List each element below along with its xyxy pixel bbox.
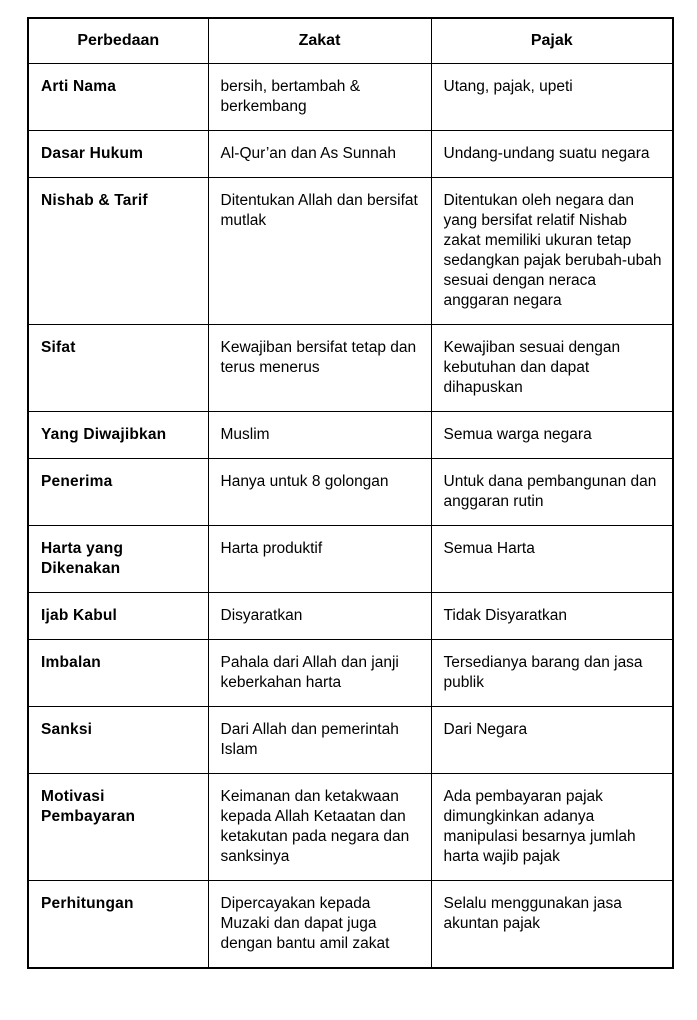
zakat-cell: Ditentukan Allah dan bersifat mutlak [207, 177, 432, 325]
table-row: Sifat Kewajiban bersifat tetap dan terus… [27, 324, 674, 412]
table-row: Dasar Hukum Al-Qur’an dan As Sunnah Unda… [27, 130, 674, 178]
row-label: Sanksi [27, 706, 209, 774]
row-label: Imbalan [27, 639, 209, 707]
pajak-cell: Untuk dana pembangunan dan anggaran ruti… [430, 458, 674, 526]
zakat-cell: Dari Allah dan pemerintah Islam [207, 706, 432, 774]
table-row: Imbalan Pahala dari Allah dan janji kebe… [27, 639, 674, 707]
table-row: Ijab Kabul Disyaratkan Tidak Disyaratkan [27, 592, 674, 640]
column-header-zakat: Zakat [207, 17, 432, 64]
table-row: Sanksi Dari Allah dan pemerintah Islam D… [27, 706, 674, 774]
zakat-cell: Harta produktif [207, 525, 432, 593]
zakat-cell: Pahala dari Allah dan janji keberkahan h… [207, 639, 432, 707]
pajak-cell: Tidak Disyaratkan [430, 592, 674, 640]
row-label: Sifat [27, 324, 209, 412]
row-label: Nishab & Tarif [27, 177, 209, 325]
pajak-cell: Kewajiban sesuai dengan kebutuhan dan da… [430, 324, 674, 412]
row-label: Yang Diwajibkan [27, 411, 209, 459]
table-row: Motivasi Pembayaran Keimanan dan ketakwa… [27, 773, 674, 881]
zakat-cell: Disyaratkan [207, 592, 432, 640]
table-row: Perhitungan Dipercayakan kepada Muzaki d… [27, 880, 674, 969]
table-row: Penerima Hanya untuk 8 golongan Untuk da… [27, 458, 674, 526]
zakat-cell: Dipercayakan kepada Muzaki dan dapat jug… [207, 880, 432, 969]
row-label: Harta yang Dikenakan [27, 525, 209, 593]
column-header-perbedaan: Perbedaan [27, 17, 209, 64]
row-label: Arti Nama [27, 63, 209, 131]
pajak-cell: Dari Negara [430, 706, 674, 774]
pajak-cell: Undang-undang suatu negara [430, 130, 674, 178]
zakat-cell: Al-Qur’an dan As Sunnah [207, 130, 432, 178]
header-row: Perbedaan Zakat Pajak [27, 17, 674, 64]
table-body: Arti Nama bersih, bertambah & berkembang… [27, 63, 674, 969]
row-label: Dasar Hukum [27, 130, 209, 178]
row-label: Motivasi Pembayaran [27, 773, 209, 881]
zakat-cell: Muslim [207, 411, 432, 459]
pajak-cell: Ada pembayaran pajak dimungkinkan adanya… [430, 773, 674, 881]
table-row: Harta yang Dikenakan Harta produktif Sem… [27, 525, 674, 593]
row-label: Ijab Kabul [27, 592, 209, 640]
zakat-cell: Hanya untuk 8 golongan [207, 458, 432, 526]
zakat-cell: Kewajiban bersifat tetap dan terus mener… [207, 324, 432, 412]
row-label: Perhitungan [27, 880, 209, 969]
table-row: Yang Diwajibkan Muslim Semua warga negar… [27, 411, 674, 459]
pajak-cell: Tersedianya barang dan jasa publik [430, 639, 674, 707]
zakat-pajak-comparison-table: Perbedaan Zakat Pajak Arti Nama bersih, … [27, 17, 674, 969]
row-label: Penerima [27, 458, 209, 526]
pajak-cell: Selalu menggunakan jasa akuntan pajak [430, 880, 674, 969]
pajak-cell: Ditentukan oleh negara dan yang bersifat… [430, 177, 674, 325]
pajak-cell: Utang, pajak, upeti [430, 63, 674, 131]
table-row: Nishab & Tarif Ditentukan Allah dan bers… [27, 177, 674, 325]
table-row: Arti Nama bersih, bertambah & berkembang… [27, 63, 674, 131]
zakat-cell: Keimanan dan ketakwaan kepada Allah Keta… [207, 773, 432, 881]
column-header-pajak: Pajak [430, 17, 674, 64]
zakat-cell: bersih, bertambah & berkembang [207, 63, 432, 131]
pajak-cell: Semua warga negara [430, 411, 674, 459]
pajak-cell: Semua Harta [430, 525, 674, 593]
